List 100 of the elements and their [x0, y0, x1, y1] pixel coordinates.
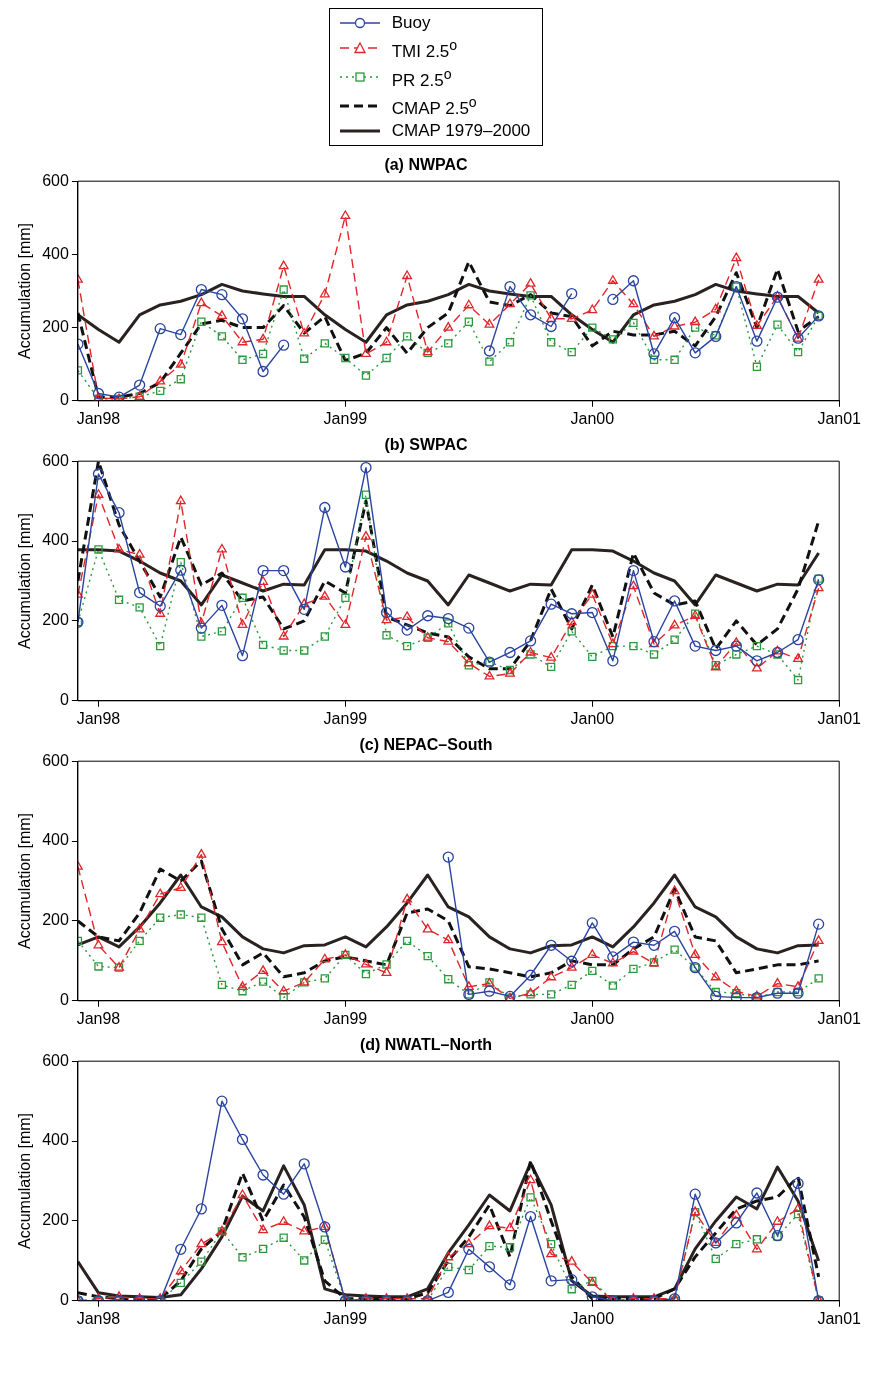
y-tick-label: 200 — [42, 911, 69, 929]
x-tick-label: Jan00 — [570, 709, 615, 727]
point — [669, 619, 680, 629]
point — [607, 275, 618, 284]
point — [196, 297, 207, 307]
point — [505, 1243, 515, 1252]
point — [257, 365, 269, 378]
point — [545, 320, 557, 333]
point — [668, 595, 681, 607]
point — [237, 619, 248, 629]
point — [669, 885, 680, 895]
y-tick-label: 200 — [42, 611, 69, 629]
point — [341, 353, 350, 363]
point — [300, 646, 309, 655]
point — [237, 336, 248, 346]
point — [382, 960, 391, 969]
point — [402, 270, 413, 280]
legend-label: CMAP 2.5$^{o}$ — [391, 93, 477, 120]
point — [524, 1210, 537, 1223]
point — [689, 347, 701, 359]
point — [382, 631, 391, 640]
point — [402, 936, 412, 946]
point — [195, 1203, 207, 1215]
point — [196, 617, 207, 627]
chart-title: (b) SWPAC — [384, 435, 469, 453]
point — [92, 387, 105, 400]
point — [505, 298, 515, 308]
point — [773, 320, 782, 329]
y-tick-label: 0 — [59, 991, 69, 1009]
point — [504, 646, 516, 659]
point — [155, 375, 166, 385]
point — [587, 949, 598, 958]
y-tick-label: 0 — [59, 391, 69, 409]
point — [483, 985, 496, 997]
point — [524, 635, 537, 647]
point — [690, 949, 701, 958]
point — [628, 298, 639, 308]
point — [154, 600, 166, 612]
point — [134, 923, 145, 933]
point — [689, 1188, 701, 1200]
point — [505, 338, 515, 347]
point — [216, 936, 227, 946]
point — [360, 958, 371, 968]
point — [237, 1189, 248, 1199]
point — [793, 1209, 803, 1219]
point — [176, 1278, 185, 1287]
point — [649, 355, 659, 364]
point — [217, 980, 227, 989]
point — [422, 923, 433, 933]
point — [463, 981, 474, 990]
point — [566, 955, 578, 967]
point — [299, 327, 310, 337]
x-tick-label: Jan98 — [76, 709, 121, 727]
point — [711, 1254, 720, 1264]
point — [566, 616, 577, 626]
point — [607, 293, 619, 306]
point — [484, 670, 495, 680]
legend-label: PR 2.5$^{o}$ — [391, 64, 452, 92]
point — [648, 939, 660, 951]
point — [402, 893, 413, 903]
point — [319, 501, 331, 514]
point — [156, 386, 165, 396]
point — [381, 967, 392, 976]
point — [258, 333, 269, 343]
point — [380, 606, 393, 619]
point — [607, 951, 619, 963]
point — [133, 586, 146, 599]
point — [217, 332, 227, 341]
point — [258, 965, 269, 974]
chart-title: (d) NWATL–North — [359, 1035, 493, 1053]
point — [545, 1275, 557, 1287]
point — [238, 1253, 247, 1262]
point — [546, 313, 557, 322]
x-tick-label: Jan99 — [323, 1009, 368, 1027]
point — [546, 990, 556, 999]
point — [526, 291, 535, 300]
point — [545, 939, 557, 951]
point — [567, 980, 576, 989]
legend-label: Buoy — [391, 12, 431, 34]
point — [689, 640, 701, 652]
point — [731, 1209, 742, 1219]
point — [586, 917, 598, 929]
point — [195, 283, 207, 296]
point — [771, 646, 784, 659]
point — [278, 630, 289, 640]
x-tick-label: Jan00 — [570, 1009, 615, 1027]
point — [320, 974, 329, 983]
point — [299, 1225, 310, 1235]
point — [278, 564, 290, 577]
point — [236, 313, 249, 325]
point — [731, 985, 742, 995]
point — [443, 321, 454, 331]
point — [156, 913, 165, 922]
point — [195, 622, 207, 634]
y-tick-label: 600 — [42, 451, 69, 469]
point — [751, 655, 763, 667]
y-tick-label: 0 — [59, 1291, 69, 1309]
point — [546, 338, 556, 347]
point — [258, 640, 268, 650]
point — [361, 969, 371, 979]
